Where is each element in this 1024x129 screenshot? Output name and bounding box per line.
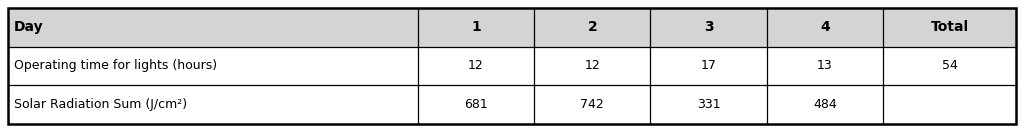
- Bar: [8, 47, 1016, 85]
- Bar: [8, 8, 1016, 47]
- Text: 331: 331: [696, 98, 721, 111]
- Text: 54: 54: [942, 59, 957, 72]
- Text: 681: 681: [464, 98, 487, 111]
- Text: 13: 13: [817, 59, 833, 72]
- Text: 742: 742: [581, 98, 604, 111]
- Text: 3: 3: [703, 20, 714, 34]
- Bar: [8, 85, 1016, 124]
- Text: 2: 2: [588, 20, 597, 34]
- Text: 4: 4: [820, 20, 829, 34]
- Bar: [8, 8, 1016, 124]
- Text: Total: Total: [931, 20, 969, 34]
- Text: Operating time for lights (hours): Operating time for lights (hours): [14, 59, 217, 72]
- Text: 12: 12: [468, 59, 484, 72]
- Text: Solar Radiation Sum (J/cm²): Solar Radiation Sum (J/cm²): [14, 98, 187, 111]
- Text: 484: 484: [813, 98, 837, 111]
- Text: 12: 12: [585, 59, 600, 72]
- Text: 1: 1: [471, 20, 481, 34]
- Text: Day: Day: [14, 20, 44, 34]
- Text: 17: 17: [700, 59, 717, 72]
